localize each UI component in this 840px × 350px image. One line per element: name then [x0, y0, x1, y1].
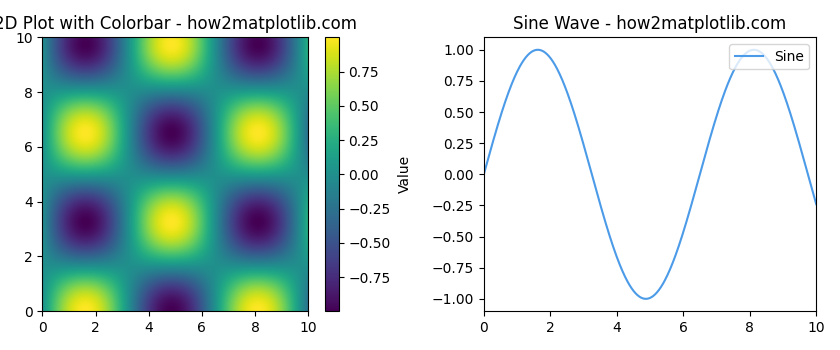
- Sine: [678, 231, 688, 235]
- Y-axis label: Value: Value: [397, 155, 412, 193]
- Sine: [805, 178, 815, 182]
- Sine: [753, 48, 763, 52]
- Sine: [660, 278, 670, 282]
- Sine: [638, 296, 648, 300]
- Legend: Sine: Sine: [729, 44, 809, 69]
- Sine: [479, 172, 489, 176]
- Line: Sine: Sine: [484, 50, 816, 299]
- Title: Sine Wave - how2matplotlib.com: Sine Wave - how2matplotlib.com: [513, 15, 786, 33]
- Title: 2D Plot with Colorbar - how2matplotlib.com: 2D Plot with Colorbar - how2matplotlib.c…: [0, 15, 357, 33]
- Sine: [811, 202, 822, 206]
- Sine: [533, 48, 543, 52]
- Sine: [639, 296, 649, 301]
- Sine: [641, 297, 651, 301]
